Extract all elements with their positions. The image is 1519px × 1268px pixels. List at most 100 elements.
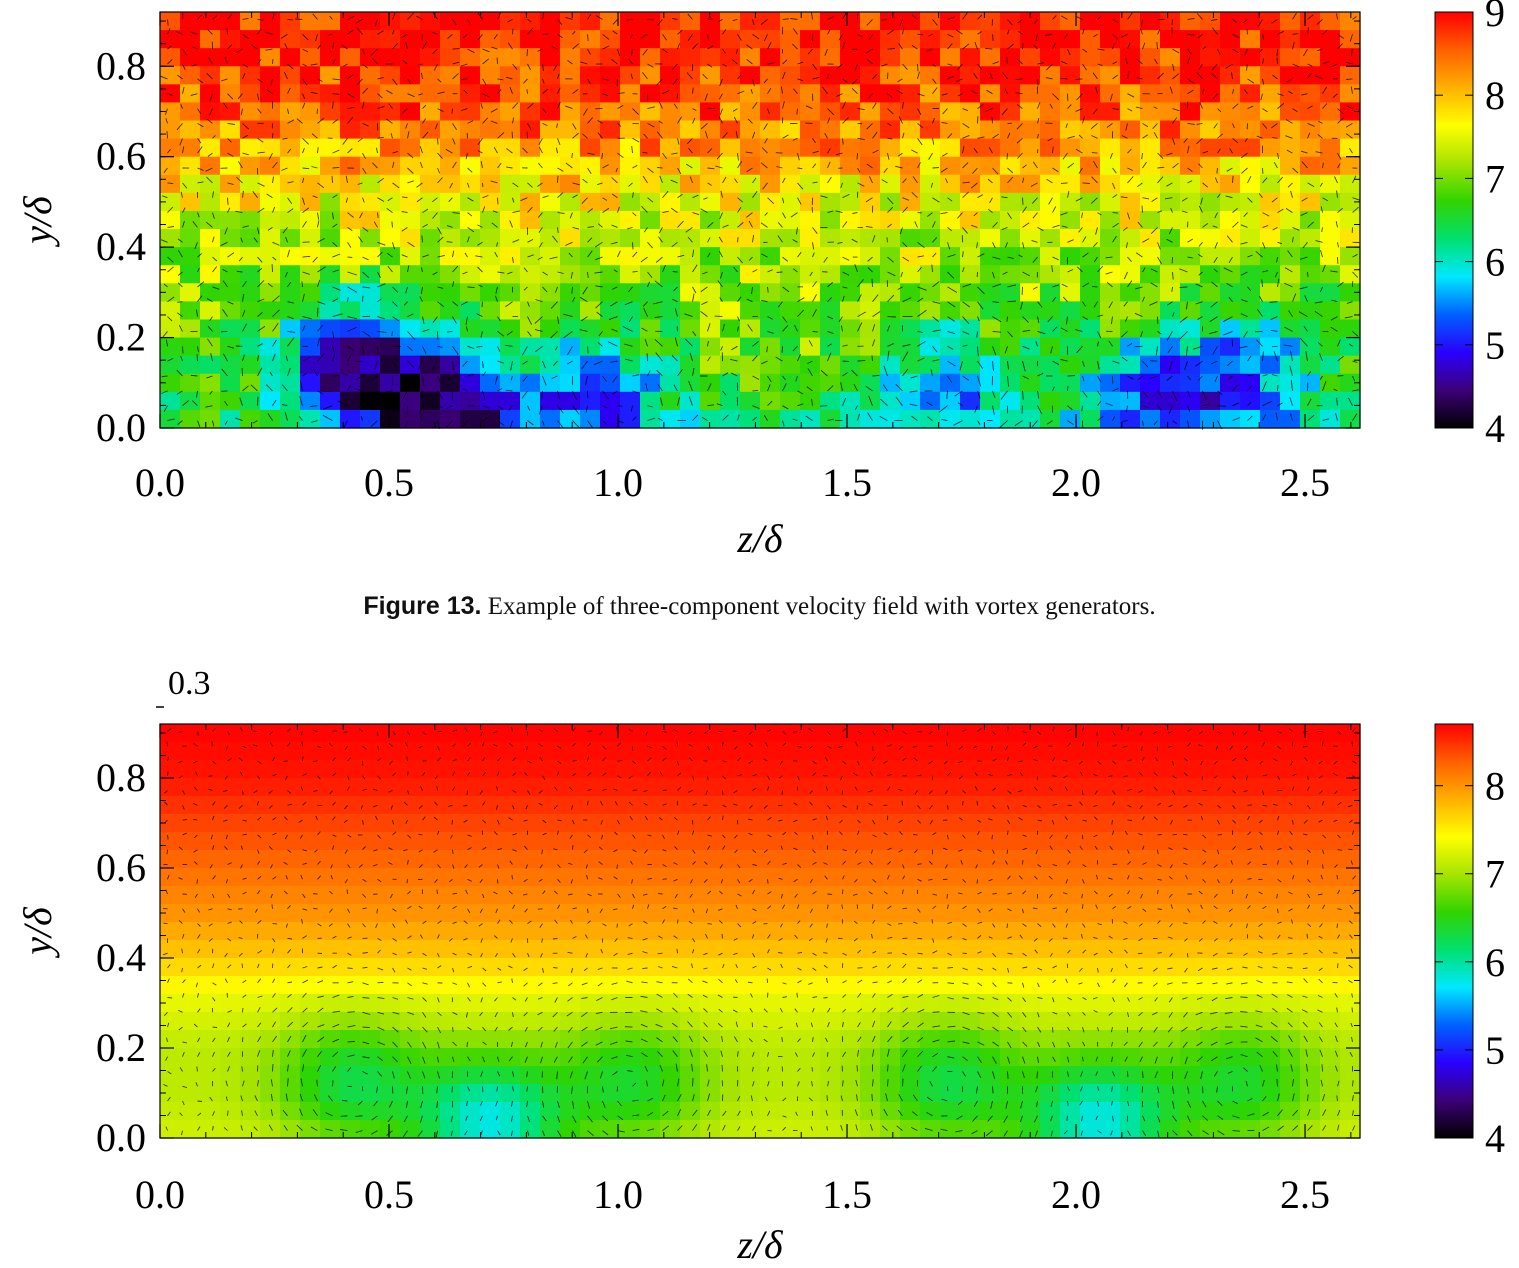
contour-cell [560, 283, 581, 302]
contour-cell [380, 976, 401, 995]
contour-cell [480, 850, 501, 869]
contour-cell [840, 724, 861, 743]
contour-cell [640, 1102, 661, 1121]
contour-cell [740, 66, 761, 85]
contour-cell [820, 210, 841, 230]
contour-cell [620, 724, 641, 743]
contour-cell [1120, 355, 1141, 375]
contour-cell [1260, 66, 1281, 85]
contour-cell [980, 210, 1001, 230]
contour-cell [700, 138, 721, 158]
contour-cell [1080, 156, 1101, 176]
contour-cell [1160, 994, 1181, 1013]
contour-cell [1100, 1102, 1121, 1121]
contour-cell [680, 12, 701, 31]
contour-cell [300, 814, 321, 833]
contour-cell [1080, 1066, 1101, 1085]
contour-cell [820, 1030, 841, 1049]
contour-cell [880, 120, 901, 140]
contour-cell [920, 994, 941, 1013]
contour-cell [880, 1012, 901, 1031]
contour-cell [1260, 247, 1281, 266]
contour-cell [560, 138, 581, 158]
contour-cell [460, 120, 481, 140]
contour-cell [280, 156, 301, 176]
contour-cell [180, 409, 201, 429]
contour-cell [1260, 796, 1281, 815]
contour-cell [1060, 724, 1081, 743]
contour-cell [580, 868, 601, 887]
contour-cell [880, 337, 901, 357]
contour-cell [560, 319, 581, 339]
contour-cell [1080, 886, 1101, 905]
contour-cell [820, 247, 841, 266]
contour-cell [1220, 940, 1241, 959]
contour-cell [340, 922, 361, 941]
contour-cell [660, 868, 681, 887]
contour-cell [1260, 958, 1281, 977]
contour-cell [720, 1030, 741, 1049]
contour-cell [660, 994, 681, 1013]
contour-cell [600, 994, 621, 1013]
contour-cell [840, 120, 861, 140]
contour-cell [440, 994, 461, 1013]
contour-cell [580, 409, 601, 429]
colorbar-tick-label: 4 [1485, 406, 1505, 451]
contour-cell [200, 850, 221, 869]
contour-cell [1160, 724, 1181, 743]
contour-cell [320, 84, 341, 104]
contour-cell [220, 1120, 241, 1139]
contour-cell [1240, 409, 1261, 429]
contour-cell [460, 814, 481, 833]
contour-cell [180, 66, 201, 85]
contour-cell [500, 724, 521, 743]
contour-cell [1060, 409, 1081, 429]
contour-cell [1180, 247, 1201, 266]
contour-cell [1160, 156, 1181, 176]
contour-cell [1160, 30, 1181, 49]
contour-cell [720, 1048, 741, 1067]
contour-cell [320, 940, 341, 959]
contour-cell [320, 814, 341, 833]
contour-cell [940, 742, 961, 761]
contour-cell [860, 850, 881, 869]
contour-cell [1180, 940, 1201, 959]
contour-cell [500, 265, 521, 284]
y-tick-label: 0.6 [96, 134, 146, 179]
contour-cell [280, 337, 301, 357]
contour-cell [200, 778, 221, 797]
contour-cell [1120, 192, 1141, 212]
contour-cell [880, 1120, 901, 1139]
contour-cell [400, 84, 421, 104]
contour-cell [620, 868, 641, 887]
contour-cell [420, 120, 441, 140]
contour-cell [540, 30, 561, 49]
contour-cell [1260, 742, 1281, 761]
contour-cell [400, 832, 421, 851]
contour-cell [260, 1048, 281, 1067]
contour-cell [1320, 850, 1341, 869]
contour-cell [680, 84, 701, 104]
contour-cell [580, 66, 601, 85]
contour-cell [1120, 391, 1141, 411]
contour-cell [740, 12, 761, 31]
contour-cell [600, 102, 621, 122]
contour-cell [340, 958, 361, 977]
contour-cell [580, 1102, 601, 1121]
contour-cell [1340, 265, 1361, 284]
contour-cell [300, 373, 321, 393]
contour-cell [1020, 940, 1041, 959]
contour-cell [1220, 724, 1241, 743]
contour-cell [940, 12, 961, 31]
contour-cell [540, 958, 561, 977]
contour-cell [760, 940, 781, 959]
contour-cell [860, 283, 881, 302]
contour-cell [460, 1012, 481, 1031]
contour-cell [1320, 229, 1341, 248]
contour-cell [900, 1066, 921, 1085]
contour-cell [380, 1066, 401, 1085]
contour-cell [640, 994, 661, 1013]
contour-cell [960, 904, 981, 923]
contour-cell [1300, 84, 1321, 104]
contour-cell [1280, 1030, 1301, 1049]
